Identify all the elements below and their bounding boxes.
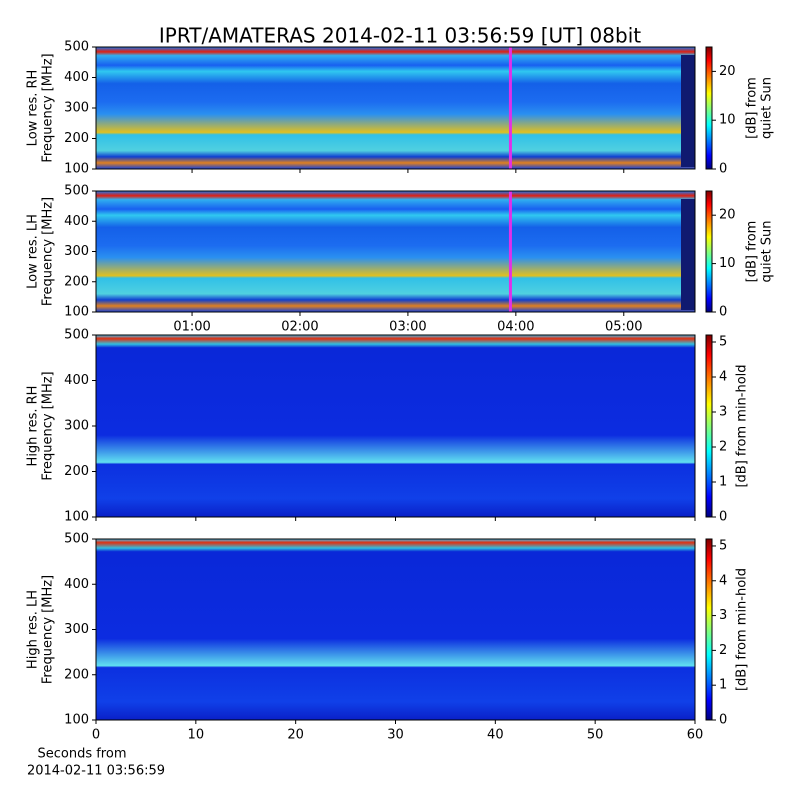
colorbar-tick-label: 10	[719, 113, 736, 128]
colorbar-tick-label: 20	[719, 208, 736, 223]
spectrogram-gap	[681, 55, 695, 167]
y-tick-label: 100	[64, 713, 89, 728]
colorbar-tick-label: 5	[719, 538, 727, 553]
spectrogram	[96, 47, 695, 169]
colorbar-tick-label: 0	[719, 510, 727, 525]
y-axis-label: Low res. RH	[26, 70, 41, 147]
x-axis-label: Seconds from	[37, 747, 126, 762]
x-tick-label: 50	[587, 728, 604, 743]
x-tick-label: 30	[387, 728, 404, 743]
colorbar-tick-label: 20	[719, 64, 736, 79]
x-tick-label: 01:00	[173, 320, 210, 335]
x-tick-label: 04:00	[497, 320, 534, 335]
colorbar-tick-label: 2	[719, 643, 727, 658]
y-tick-label: 500	[64, 532, 89, 547]
spectrogram	[96, 335, 695, 517]
x-tick-label: 02:00	[281, 320, 318, 335]
y-axis-label: High res. LH	[26, 590, 41, 669]
colorbar-tick-label: 0	[719, 162, 727, 177]
colorbar	[705, 46, 713, 170]
y-tick-label: 100	[64, 162, 89, 177]
spectrogram-gap	[681, 199, 695, 310]
colorbar	[705, 538, 713, 721]
y-tick-label: 300	[64, 101, 89, 116]
colorbar-tick-label: 0	[719, 713, 727, 728]
figure-title: IPRT/AMATERAS 2014-02-11 03:56:59 [UT] 0…	[159, 24, 641, 48]
y-axis-label: High res. RH	[26, 386, 41, 467]
y-tick-label: 300	[64, 622, 89, 637]
panel: 100 200 300 400 500 High res. RH Frequency [MH…	[26, 328, 750, 525]
x-tick-label: 0	[92, 728, 100, 743]
x-tick-label: 05:00	[605, 320, 642, 335]
colorbar	[705, 190, 713, 313]
x-tick-label: 20	[287, 728, 304, 743]
y-tick-label: 200	[64, 464, 89, 479]
y-tick-label: 200	[64, 131, 89, 146]
y-tick-label: 400	[64, 373, 89, 388]
y-tick-label: 300	[64, 244, 89, 259]
x-tick-label: 60	[687, 728, 704, 743]
colorbar-tick-label: 1	[719, 678, 727, 693]
y-tick-label: 300	[64, 419, 89, 434]
y-axis-label: Low res. LH	[26, 214, 41, 289]
colorbar-label: [dB] from min-hold	[735, 568, 750, 691]
colorbar-tick-label: 3	[719, 405, 727, 420]
colorbar-label: [dB] from	[745, 77, 760, 139]
y-tick-label: 200	[64, 667, 89, 682]
y-tick-label: 100	[64, 305, 89, 320]
y-axis-label: Frequency [MHz]	[41, 371, 56, 480]
colorbar-tick-label: 0	[719, 305, 727, 320]
y-tick-label: 500	[64, 184, 89, 199]
colorbar-tick-label: 3	[719, 608, 727, 623]
spectrogram	[96, 539, 695, 720]
y-tick-label: 400	[64, 577, 89, 592]
y-tick-label: 400	[64, 214, 89, 229]
y-tick-label: 200	[64, 274, 89, 289]
colorbar-label: quiet Sun	[760, 220, 775, 282]
y-axis-label: Frequency [MHz]	[41, 197, 56, 306]
colorbar-tick-label: 5	[719, 335, 727, 350]
spectrogram	[96, 191, 695, 312]
colorbar-label: [dB] from	[745, 221, 760, 283]
colorbar-tick-label: 4	[719, 573, 727, 588]
y-tick-label: 100	[64, 510, 89, 525]
y-tick-label: 400	[64, 70, 89, 85]
x-tick-label: 40	[487, 728, 504, 743]
y-tick-label: 500	[64, 40, 89, 55]
colorbar-label: quiet Sun	[760, 77, 775, 139]
colorbar-tick-label: 2	[719, 440, 727, 455]
y-tick-label: 500	[64, 328, 89, 343]
x-tick-label: 03:00	[389, 320, 426, 335]
x-axis-label: 2014-02-11 03:56:59	[27, 764, 165, 779]
colorbar-label: [dB] from min-hold	[735, 364, 750, 487]
colorbar-tick-label: 1	[719, 475, 727, 490]
x-tick-label: 10	[188, 728, 205, 743]
colorbar	[705, 334, 713, 518]
colorbar-tick-label: 4	[719, 370, 727, 385]
y-axis-label: Frequency [MHz]	[41, 53, 56, 162]
y-axis-label: Frequency [MHz]	[41, 575, 56, 684]
colorbar-tick-label: 10	[719, 256, 736, 271]
